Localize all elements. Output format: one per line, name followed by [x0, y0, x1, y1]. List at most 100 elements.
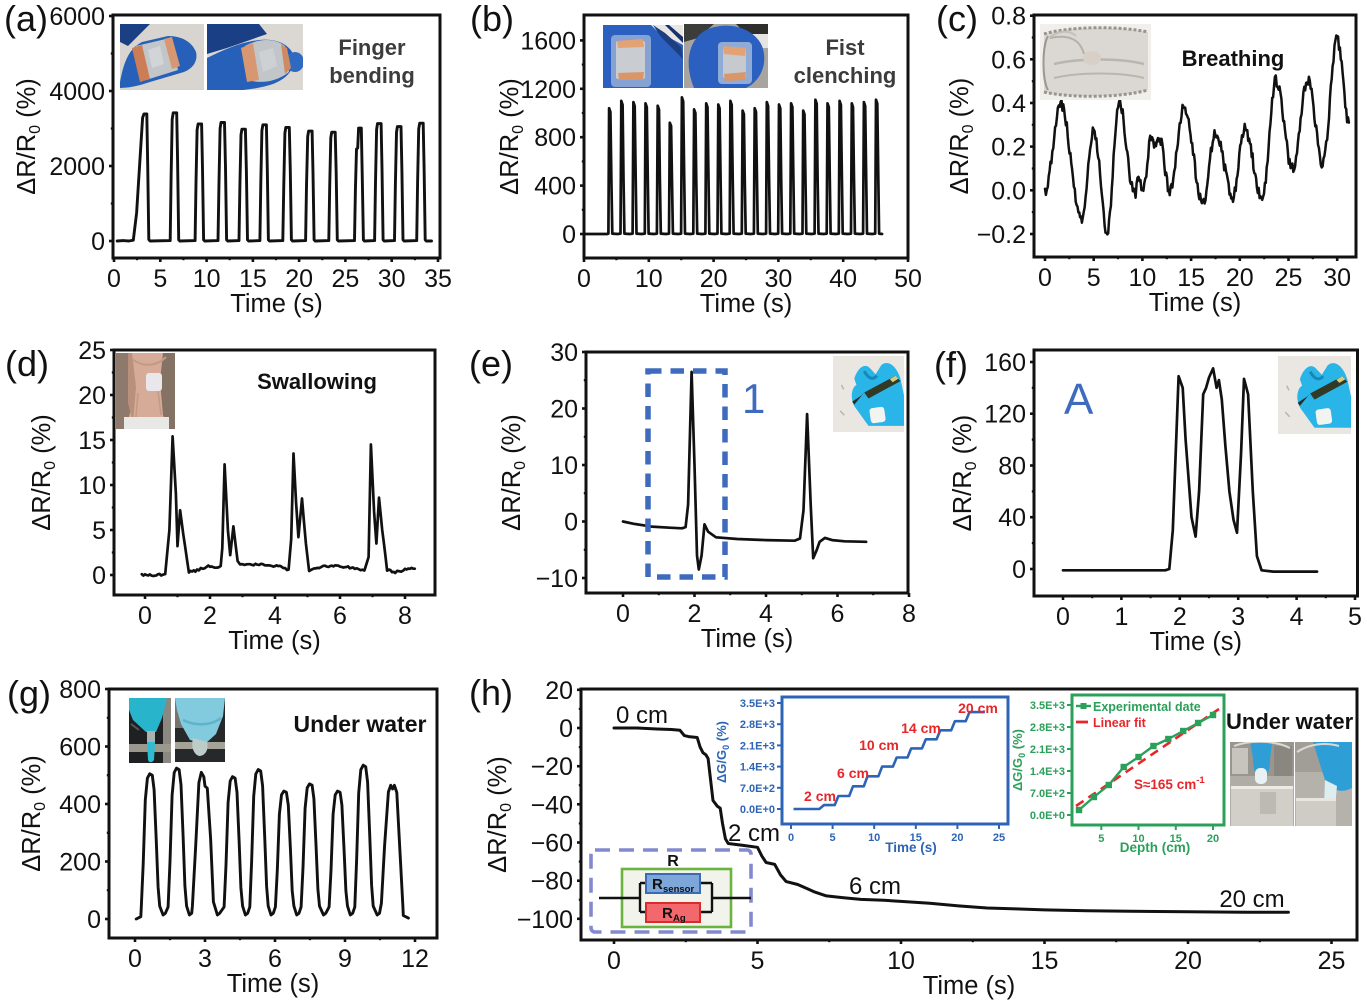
svg-text:2: 2 — [688, 600, 702, 628]
svg-text:Ag: Ag — [673, 913, 686, 924]
svg-text:5: 5 — [153, 265, 167, 293]
svg-text:0.8: 0.8 — [991, 3, 1026, 31]
svg-text:0: 0 — [564, 509, 578, 537]
svg-text:Depth (cm): Depth (cm) — [1120, 840, 1191, 855]
svg-text:10: 10 — [887, 947, 915, 975]
svg-text:1200: 1200 — [520, 76, 576, 104]
svg-text:120: 120 — [984, 401, 1026, 429]
svg-text:0: 0 — [607, 947, 621, 975]
svg-text:15: 15 — [1177, 264, 1205, 292]
svg-text:25: 25 — [1275, 264, 1303, 292]
svg-text:0.0E+0: 0.0E+0 — [1030, 810, 1065, 822]
svg-text:sensor: sensor — [663, 884, 694, 895]
svg-text:5: 5 — [830, 832, 836, 844]
svg-text:−80: −80 — [531, 868, 573, 896]
svg-text:14 cm: 14 cm — [901, 720, 941, 736]
svg-text:2 cm: 2 cm — [804, 788, 836, 804]
svg-text:6000: 6000 — [49, 3, 105, 31]
svg-text:6 cm: 6 cm — [849, 873, 901, 900]
svg-text:0: 0 — [559, 715, 573, 743]
svg-text:Time (s): Time (s) — [885, 840, 937, 855]
svg-text:0: 0 — [788, 832, 794, 844]
svg-text:1: 1 — [742, 375, 765, 422]
svg-text:20: 20 — [951, 832, 963, 844]
svg-text:(b): (b) — [470, 0, 514, 39]
svg-text:10: 10 — [1132, 833, 1144, 845]
svg-text:10: 10 — [193, 265, 221, 293]
svg-text:0: 0 — [1038, 264, 1052, 292]
svg-text:80: 80 — [998, 453, 1026, 481]
svg-text:4: 4 — [268, 602, 282, 630]
svg-text:Finger: Finger — [338, 35, 406, 60]
svg-text:A: A — [1064, 375, 1094, 424]
svg-text:5: 5 — [92, 517, 106, 545]
svg-text:ΔR/R0 (%): ΔR/R0 (%) — [18, 755, 49, 872]
svg-text:200: 200 — [59, 849, 101, 877]
svg-text:0: 0 — [91, 228, 105, 256]
svg-text:10 cm: 10 cm — [859, 737, 899, 753]
svg-text:Swallowing: Swallowing — [257, 369, 377, 394]
svg-text:400: 400 — [534, 173, 576, 201]
svg-text:8: 8 — [902, 600, 916, 628]
svg-text:Under water: Under water — [294, 711, 427, 737]
svg-text:2000: 2000 — [49, 153, 105, 181]
svg-text:2 cm: 2 cm — [728, 820, 780, 847]
svg-text:R: R — [667, 853, 679, 870]
svg-text:(d): (d) — [5, 343, 49, 384]
svg-text:Time (s): Time (s) — [700, 290, 793, 318]
svg-text:10: 10 — [868, 832, 880, 844]
svg-text:25: 25 — [1318, 947, 1346, 975]
svg-text:5: 5 — [751, 947, 765, 975]
svg-text:800: 800 — [59, 676, 101, 704]
svg-text:1.4E+3: 1.4E+3 — [1030, 766, 1065, 778]
svg-text:5: 5 — [1098, 833, 1104, 845]
svg-text:20: 20 — [1226, 264, 1254, 292]
svg-text:ΔR/R0 (%): ΔR/R0 (%) — [496, 78, 527, 195]
svg-text:2.8E+3: 2.8E+3 — [740, 719, 775, 731]
svg-text:0: 0 — [616, 600, 630, 628]
svg-text:50: 50 — [894, 265, 922, 293]
svg-text:15: 15 — [1031, 947, 1059, 975]
svg-text:3.5E+3: 3.5E+3 — [1030, 700, 1065, 712]
svg-text:7.0E+2: 7.0E+2 — [1030, 788, 1065, 800]
svg-text:30: 30 — [550, 339, 578, 367]
svg-text:R: R — [652, 876, 663, 893]
svg-text:S≈165 cm-1: S≈165 cm-1 — [1134, 775, 1205, 792]
svg-text:20: 20 — [545, 677, 573, 705]
svg-text:15: 15 — [1170, 833, 1182, 845]
svg-text:clenching: clenching — [794, 63, 897, 88]
svg-text:6 cm: 6 cm — [837, 765, 869, 781]
svg-text:0 cm: 0 cm — [616, 702, 668, 729]
svg-text:Time (s): Time (s) — [227, 970, 320, 998]
svg-text:−10: −10 — [536, 565, 578, 593]
svg-text:bending: bending — [329, 63, 415, 88]
svg-text:25: 25 — [78, 337, 106, 365]
svg-text:10: 10 — [635, 265, 663, 293]
svg-text:0: 0 — [1012, 556, 1026, 584]
svg-text:2: 2 — [203, 602, 217, 630]
svg-text:0: 0 — [107, 265, 121, 293]
svg-text:10: 10 — [550, 452, 578, 480]
svg-text:6: 6 — [268, 945, 282, 973]
svg-text:0: 0 — [128, 945, 142, 973]
svg-text:(h): (h) — [469, 672, 513, 713]
svg-text:Time (s): Time (s) — [923, 972, 1016, 1000]
svg-text:2.8E+3: 2.8E+3 — [1030, 722, 1065, 734]
svg-text:6: 6 — [333, 602, 347, 630]
svg-text:2.1E+3: 2.1E+3 — [740, 740, 775, 752]
svg-text:15: 15 — [910, 832, 922, 844]
svg-text:0.2: 0.2 — [991, 134, 1026, 162]
svg-text:10: 10 — [1128, 264, 1156, 292]
svg-text:160: 160 — [984, 349, 1026, 377]
svg-text:12: 12 — [401, 945, 429, 973]
svg-text:Under water: Under water — [1226, 709, 1354, 734]
svg-text:(a): (a) — [4, 0, 48, 39]
svg-text:30: 30 — [378, 265, 406, 293]
svg-text:0.6: 0.6 — [991, 46, 1026, 74]
svg-text:R: R — [662, 905, 673, 922]
svg-text:0: 0 — [87, 906, 101, 934]
svg-text:600: 600 — [59, 734, 101, 762]
svg-text:20: 20 — [285, 265, 313, 293]
svg-text:0.4: 0.4 — [991, 90, 1026, 118]
svg-text:Time (s): Time (s) — [701, 625, 794, 653]
